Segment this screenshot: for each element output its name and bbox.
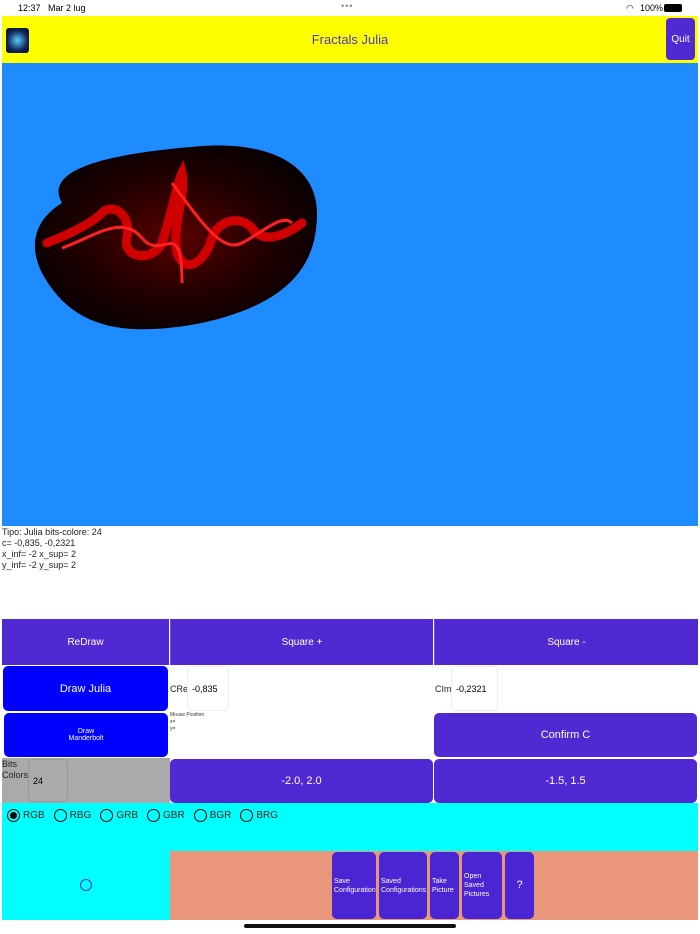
info-c: c= -0,835, -0,2321 [2,538,76,548]
radio-rbg[interactable]: RBG [53,809,91,822]
help-button[interactable]: ? [505,852,534,919]
cim-input[interactable]: -0,2321 [451,666,498,711]
status-battery: 100% [640,3,664,13]
quit-button[interactable]: Quit [666,18,695,60]
redraw-button[interactable]: ReDraw [2,619,169,665]
wifi-icon: ◠ [626,3,634,13]
status-time: 12:37 [18,3,41,13]
save-configuration-button[interactable]: Save Configuration [332,852,376,919]
fractal-canvas[interactable] [2,63,698,526]
bottom-toolbar: Save Configuration Saved Configurations Ta… [170,851,698,920]
bits-colors-panel: Bits Colors 24 [2,758,170,803]
cre-label: CRe: [170,684,191,694]
range-1-5-button[interactable]: -1.5, 1.5 [434,759,697,803]
mouse-position: Mouse Position x= y= [170,712,204,733]
radio-rgb[interactable]: RGB [7,809,45,822]
radio-empty-icon [147,809,161,822]
status-date: Mar 2 lug [48,3,86,13]
app-header: Fractals Julia Quit [2,16,698,63]
info-y-range: y_inf= -2 y_sup= 2 [2,560,77,570]
mouse-x: x= [170,719,176,725]
fractal-info: Tipo: Julia bits-colore: 24 c= -0,835, -… [2,527,102,571]
draw-julia-button[interactable]: Draw Julia [3,666,168,711]
bits-colors-label: Bits Colors [2,759,29,780]
open-saved-pictures-button[interactable]: Open Saved Pictures [462,852,502,919]
cre-input[interactable]: -0,835 [187,666,229,711]
draw-mandelbrot-button[interactable]: Draw Manderbolt [4,713,168,757]
cim-label: CIm: [435,684,454,694]
color-order-radio-group: RGB RBG GRB GBR BGR BRG [7,809,278,822]
mouse-position-label: Mouse Position [170,712,205,718]
page-title: Fractals Julia [311,32,389,47]
more-dots-icon[interactable]: ••• [341,1,354,11]
draw-mandelbrot-label-1: Draw [77,728,95,735]
radio-gbr[interactable]: GBR [147,809,185,822]
julia-fractal-image [34,145,317,330]
radio-empty-icon [100,809,114,822]
radio-empty-icon [53,809,67,822]
draw-mandelbrot-label-2: Manderbolt [68,735,104,742]
square-minus-button[interactable]: Square - [434,619,698,665]
radio-grb[interactable]: GRB [100,809,138,822]
info-type: Tipo: Julia bits-colore: 24 [2,527,102,537]
status-bar: 12:37 Mar 2 lug ••• ◠ 100% [0,0,700,16]
radio-empty-icon [240,809,254,822]
radio-selected-icon [7,809,20,822]
confirm-c-button[interactable]: Confirm C [434,713,697,757]
battery-icon [664,4,682,12]
bits-colors-input[interactable]: 24 [28,759,68,802]
take-picture-button[interactable]: Take Picture [430,852,459,919]
saved-configurations-button[interactable]: Saved Configurations [379,852,427,919]
mouse-y: y= [170,726,176,732]
radio-empty-icon [193,809,207,822]
square-plus-button[interactable]: Square + [170,619,433,665]
activity-indicator-icon [80,879,92,891]
home-indicator[interactable] [244,924,456,928]
app-logo-icon [6,28,29,53]
range-2-button[interactable]: -2.0, 2.0 [170,759,433,803]
radio-bgr[interactable]: BGR [193,809,231,822]
radio-brg[interactable]: BRG [240,809,278,822]
info-x-range: x_inf= -2 x_sup= 2 [2,549,77,559]
